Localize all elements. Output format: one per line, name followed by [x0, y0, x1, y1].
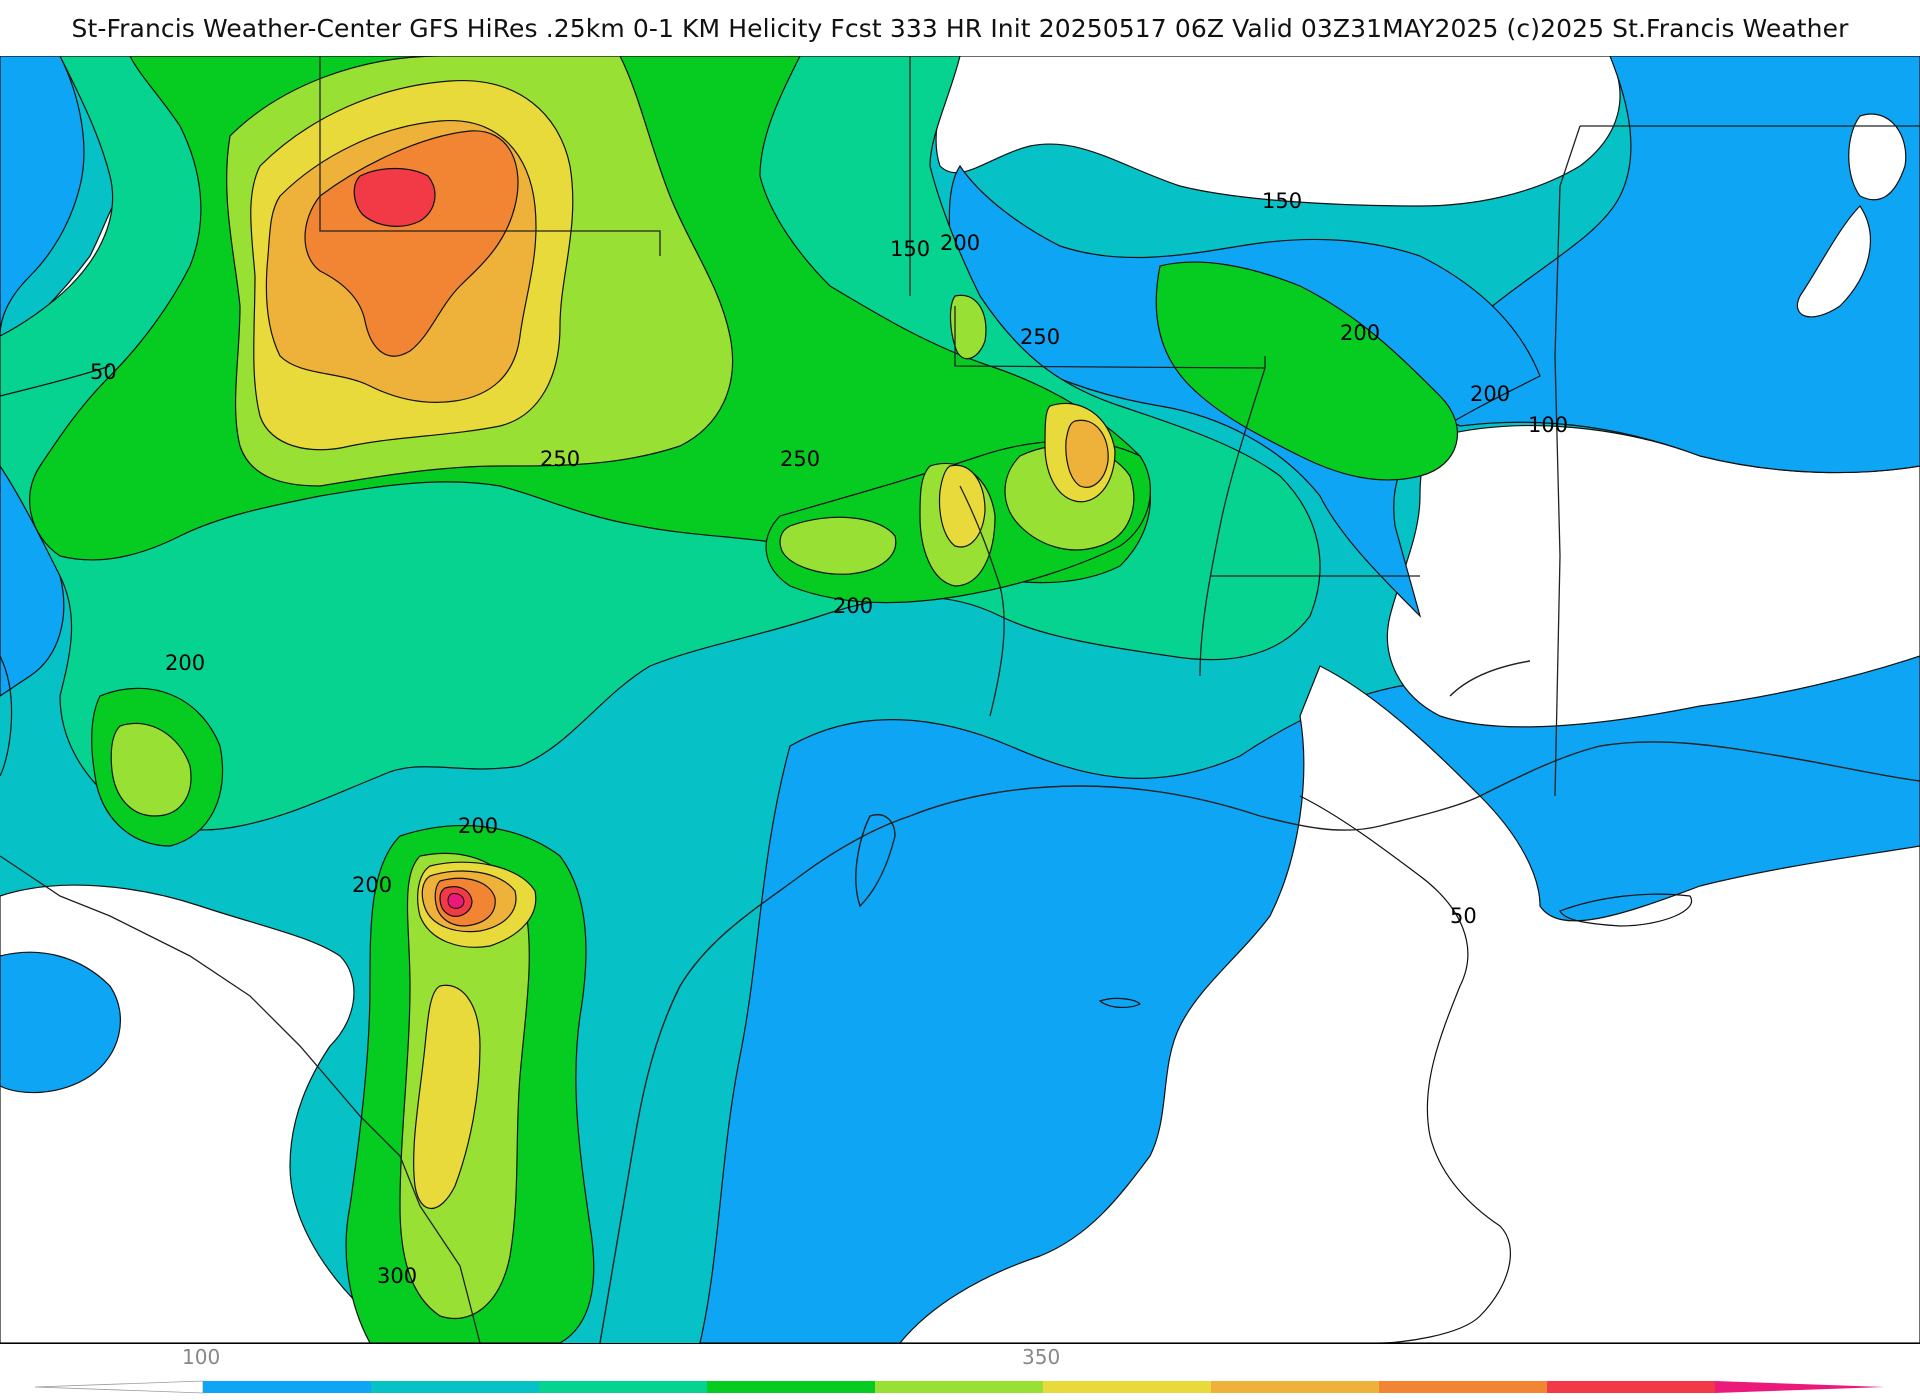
contour-label: 50 [1450, 904, 1477, 928]
map-title: St-Francis Weather-Center GFS HiRes .25k… [71, 14, 1849, 43]
contour-50-gulf-small [1098, 997, 1142, 1008]
colorbar-segment [1547, 1381, 1715, 1393]
contour-label: 200 [1340, 321, 1380, 345]
east-250-band [1155, 261, 1458, 481]
contour-label: 200 [165, 651, 205, 675]
east-400-blob [1065, 419, 1109, 488]
colorbar-segment [371, 1381, 539, 1393]
contour-label: 200 [352, 873, 392, 897]
colorbar-segment [34, 1380, 204, 1394]
contour-label: 250 [1020, 325, 1060, 349]
central-left-300-blob [779, 516, 897, 575]
north-300-mini [949, 294, 987, 360]
west-300-blob [110, 722, 192, 817]
central-350-blob [938, 464, 986, 548]
east-white-lobe [1848, 113, 1907, 201]
colorbar-tick-label: 100 [182, 1345, 221, 1369]
colorbar-segments [34, 1380, 1885, 1394]
contour-label: 50 [90, 360, 117, 384]
south-350-strip [413, 984, 481, 1210]
southwest-blue-lobe [0, 951, 121, 1094]
contour-label: 250 [540, 447, 580, 471]
contour-label: 200 [458, 814, 498, 838]
coastline [599, 660, 1920, 1343]
contour-label-group: 50 150 200 150 250 250 200 250 200 200 1… [90, 189, 1568, 1288]
contour-50-west [0, 365, 111, 777]
west-blue-region [0, 56, 85, 337]
contour-50-gulf [1299, 795, 1511, 1343]
forecast-map: 50 150 200 150 250 250 200 250 200 200 1… [0, 56, 1920, 1344]
helicity-field: 50 150 200 150 250 250 200 250 200 200 1… [0, 56, 1920, 1343]
contour-label: 200 [940, 231, 980, 255]
colorbar-segment [1211, 1381, 1379, 1393]
colorbar-segment [1043, 1381, 1211, 1393]
contour-label: 300 [377, 1264, 417, 1288]
contour-label: 200 [833, 594, 873, 618]
contour-label: 150 [1262, 189, 1302, 213]
contour-label: 150 [890, 237, 930, 261]
colorbar-segment [1379, 1381, 1547, 1393]
colorbar-segment [203, 1381, 371, 1393]
colorbar-segment [875, 1381, 1043, 1393]
east-white-lobe-2 [1796, 205, 1871, 318]
colorbar-tick-label: 350 [1022, 1345, 1061, 1369]
colorbar [34, 1380, 1885, 1394]
colorbar-segment [1715, 1381, 1885, 1393]
state-boundaries [0, 56, 1920, 1343]
colorbar-segment [539, 1381, 707, 1393]
northeast-white-region [935, 56, 1621, 207]
north-max-red [353, 167, 436, 227]
contour-label: 100 [1528, 413, 1568, 437]
contour-label: 250 [780, 447, 820, 471]
contour-label: 200 [1470, 382, 1510, 406]
colorbar-segment [707, 1381, 875, 1393]
south-max-magenta [447, 893, 465, 909]
contour-50-gulf-east [1559, 893, 1693, 927]
gulf-white-region [899, 665, 1920, 1343]
